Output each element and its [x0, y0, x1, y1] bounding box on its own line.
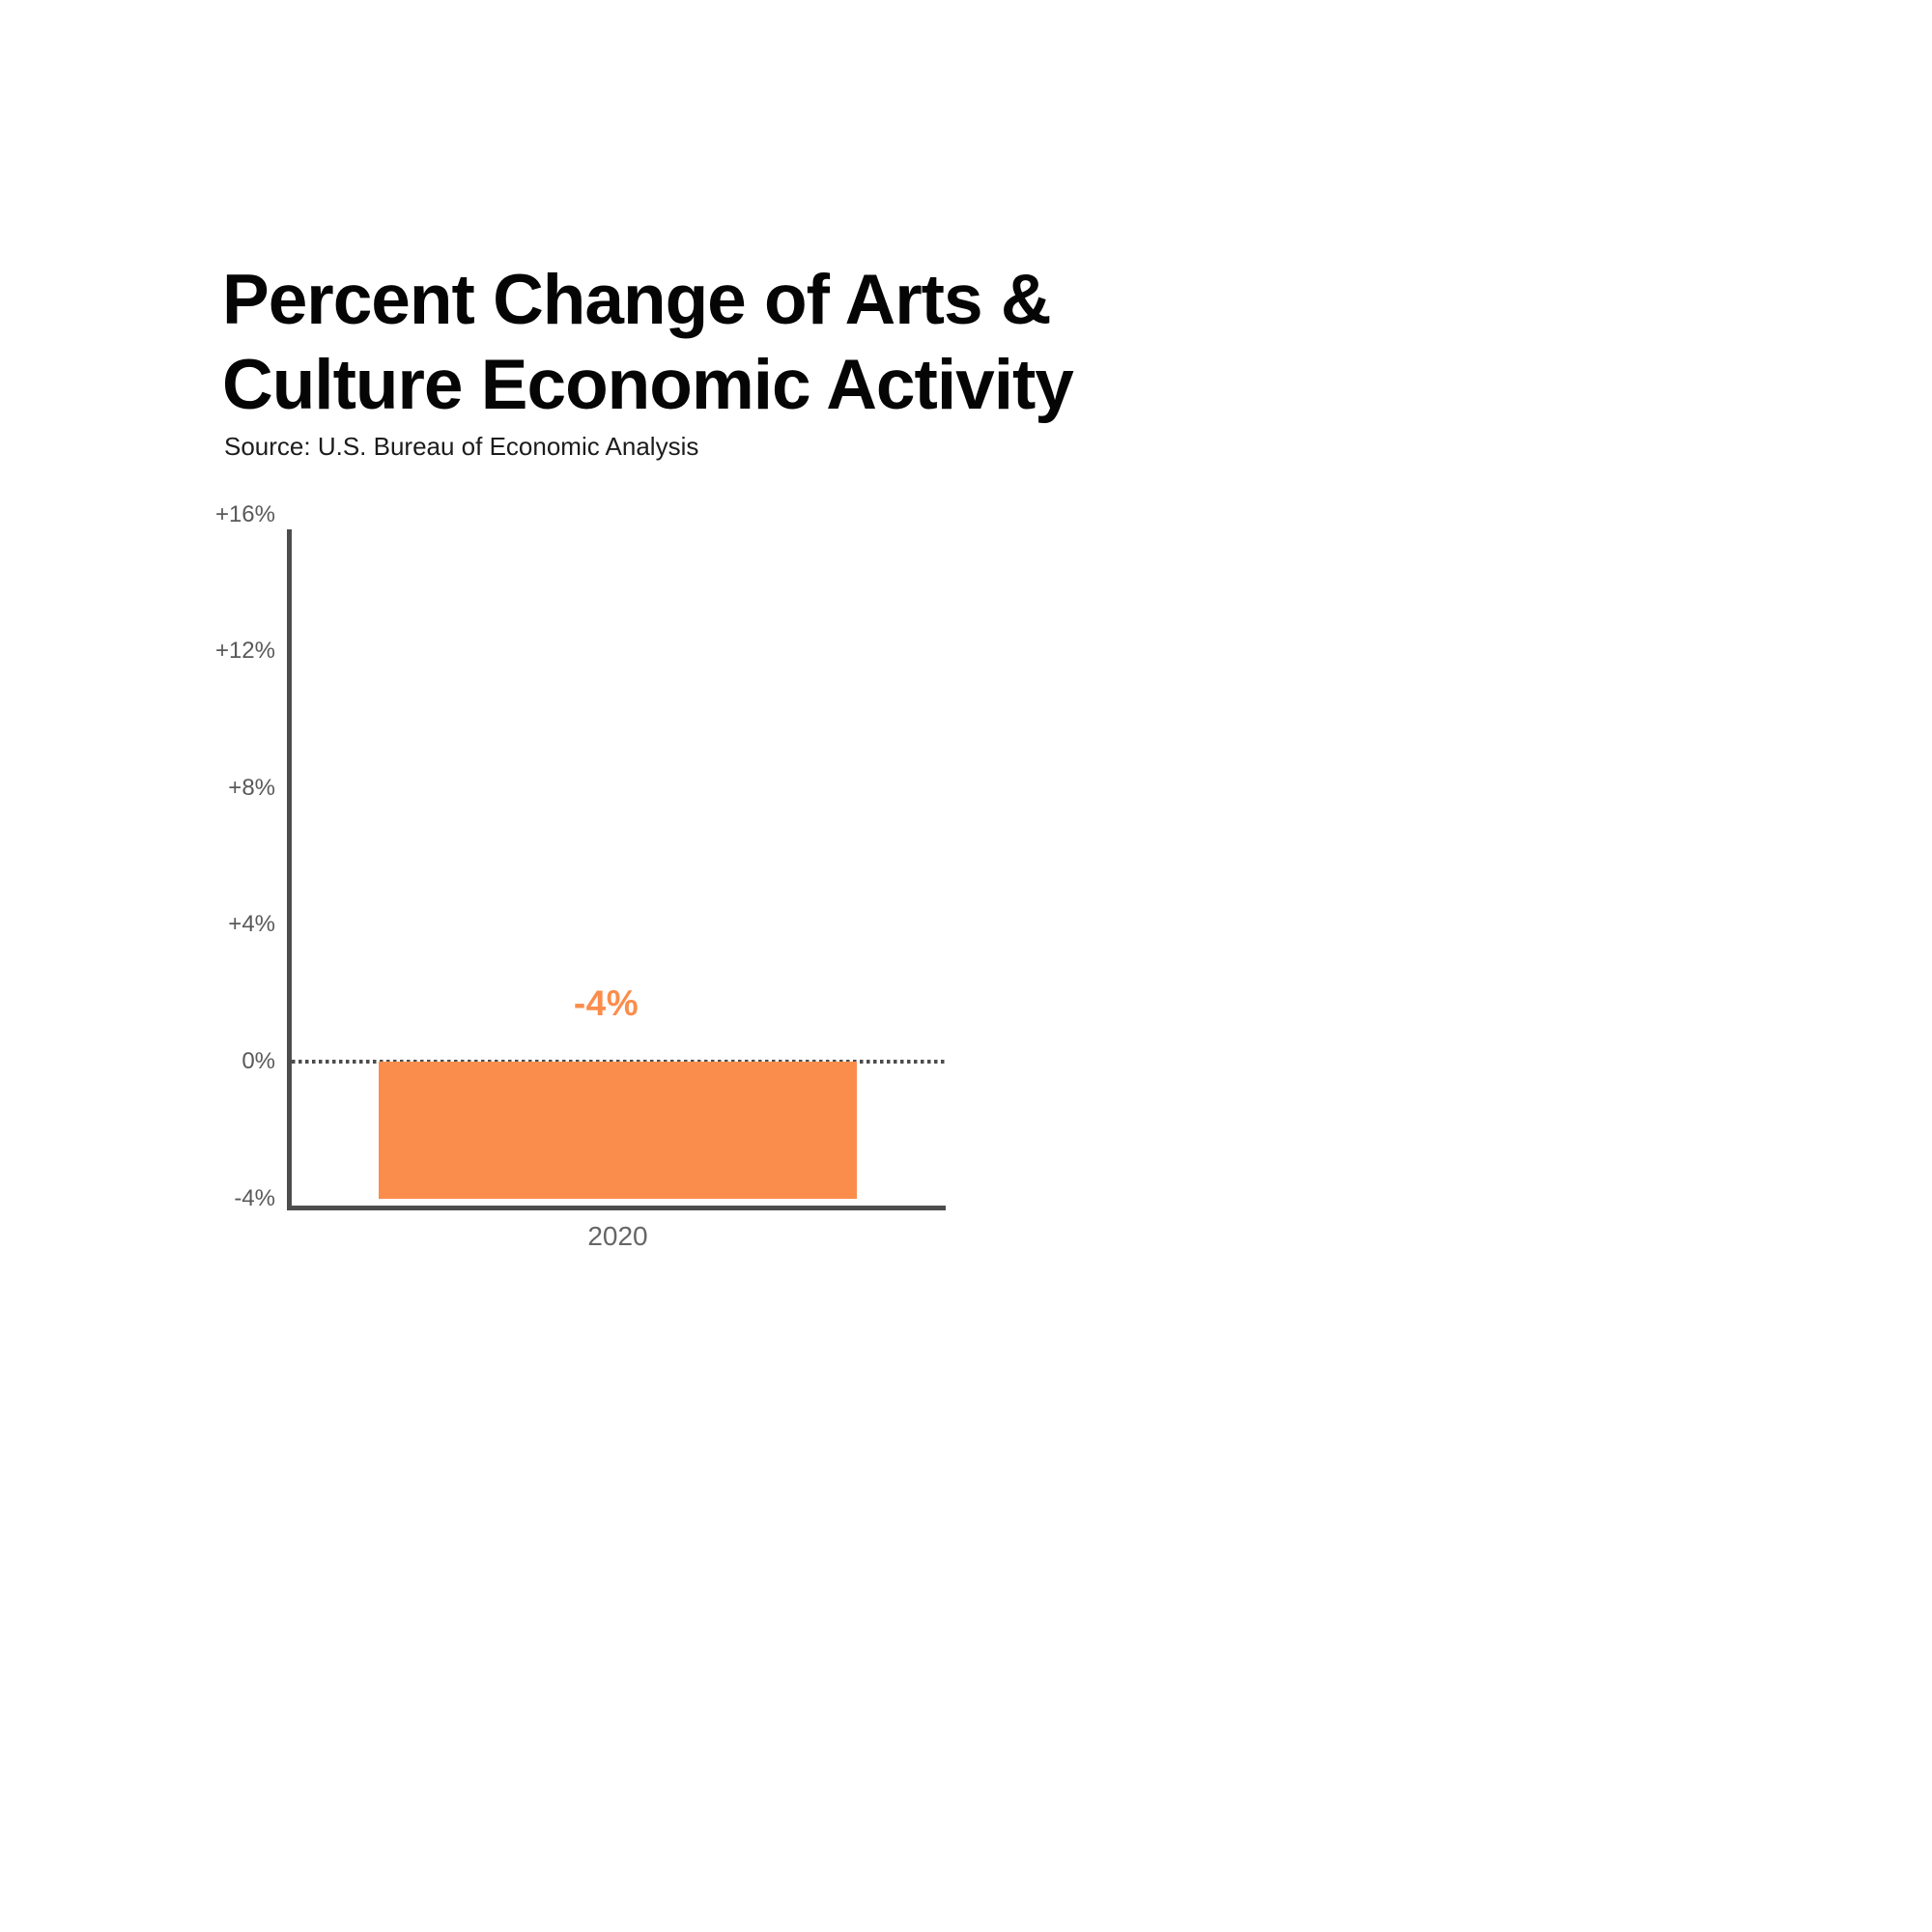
bar-value-label: -4% — [573, 983, 639, 1023]
chart-title: Percent Change of Arts & Culture Economic… — [222, 258, 1074, 428]
y-tick-label: -4% — [234, 1184, 275, 1211]
chart-title-line2: Culture Economic Activity — [222, 346, 1074, 424]
y-tick-label: +4% — [228, 911, 275, 938]
x-tick-label-2020: 2020 — [587, 1221, 648, 1251]
bar-2020 — [379, 1062, 857, 1199]
x-axis-line — [287, 1206, 946, 1210]
y-tick-label: +16% — [214, 500, 275, 527]
y-tick-label: +12% — [214, 638, 275, 665]
source-caption: Source: U.S. Bureau of Economic Analysis — [224, 432, 699, 461]
chart-title-line1: Percent Change of Arts & — [222, 261, 1052, 339]
y-axis-line — [287, 529, 292, 1210]
y-tick-label: 0% — [242, 1048, 275, 1074]
y-tick-label: +8% — [228, 774, 275, 801]
